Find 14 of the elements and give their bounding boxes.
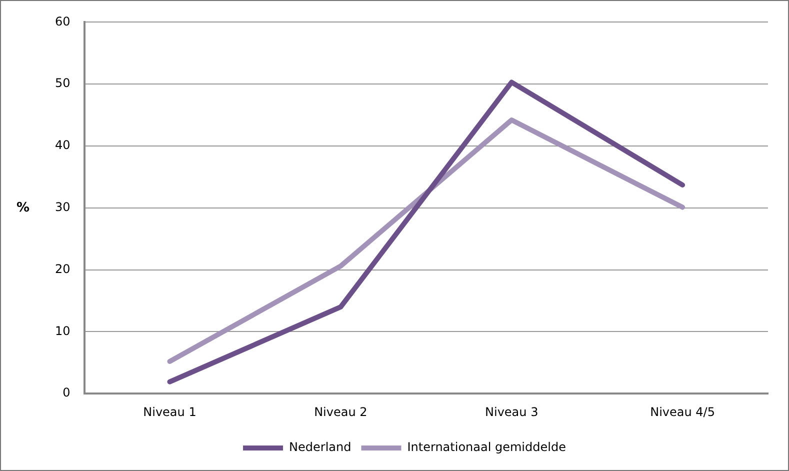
legend-label: Nederland [289, 440, 352, 454]
x-tick-label: Niveau 1 [143, 404, 196, 419]
y-tick-label: 50 [54, 76, 70, 90]
y-tick-label: 0 [62, 386, 70, 400]
y-axis-title: % [16, 200, 30, 216]
y-tick-label: 40 [54, 138, 70, 152]
x-tick-label: Niveau 4/5 [650, 404, 715, 419]
y-tick-label: 10 [54, 324, 70, 338]
y-tick-label: 30 [54, 200, 70, 214]
x-tick-label: Niveau 3 [485, 404, 538, 419]
x-tick-label: Niveau 2 [314, 404, 368, 419]
y-tick-label: 20 [54, 262, 70, 276]
y-tick-label: 60 [54, 14, 70, 28]
legend-label: Internationaal gemiddelde [407, 440, 566, 454]
